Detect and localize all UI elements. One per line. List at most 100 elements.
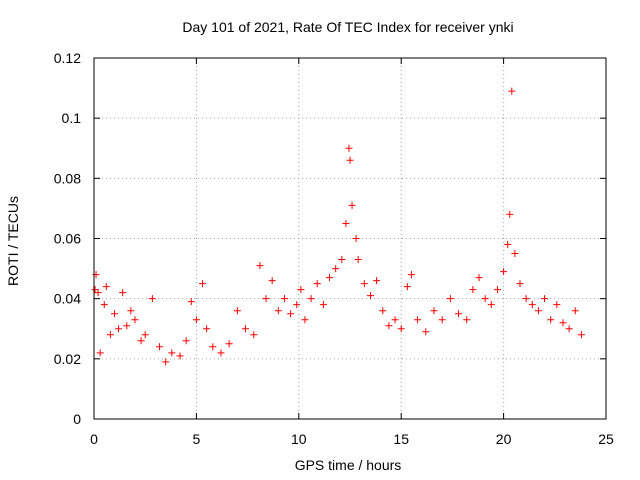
data-point <box>256 262 264 270</box>
y-tick-label: 0 <box>73 411 81 427</box>
data-point <box>332 265 340 273</box>
y-tick-label: 0.1 <box>62 110 82 126</box>
x-tick-label: 5 <box>193 431 201 447</box>
data-point <box>287 310 295 318</box>
data-point <box>203 325 211 333</box>
data-point <box>346 156 354 164</box>
x-tick-label: 20 <box>496 431 512 447</box>
x-axis-label: GPS time / hours <box>295 457 402 473</box>
x-tick-label: 25 <box>598 431 614 447</box>
data-point <box>438 316 446 324</box>
data-point <box>511 250 519 258</box>
data-point <box>297 286 305 294</box>
x-tick-label: 10 <box>291 431 307 447</box>
x-tick-label: 0 <box>90 431 98 447</box>
grid <box>94 58 606 419</box>
data-point <box>233 307 241 315</box>
data-point <box>522 295 530 303</box>
data-point <box>504 241 512 249</box>
data-point <box>553 301 561 309</box>
tick-labels: 0 5 10 15 20 25 0 0.02 0.04 0.06 0.08 0.1 0.12 <box>54 50 614 447</box>
data-point <box>559 319 567 327</box>
data-point <box>262 295 270 303</box>
data-point <box>100 301 108 309</box>
data-point <box>268 277 276 285</box>
data-point <box>162 358 170 366</box>
data-point <box>342 219 350 227</box>
data-point <box>403 283 411 291</box>
data-point <box>373 277 381 285</box>
data-point <box>500 268 508 276</box>
data-point <box>141 331 149 339</box>
data-point <box>528 301 536 309</box>
data-point <box>391 316 399 324</box>
data-point <box>366 292 374 300</box>
data-point <box>414 316 422 324</box>
data-point <box>463 316 471 324</box>
data-point <box>280 295 288 303</box>
data-point <box>506 210 514 218</box>
data-point <box>577 331 585 339</box>
data-point <box>493 286 501 294</box>
data-point <box>446 295 454 303</box>
data-point <box>379 307 387 315</box>
data-point <box>293 301 301 309</box>
data-point <box>91 286 99 294</box>
data-point <box>487 301 495 309</box>
data-point <box>242 325 250 333</box>
data-point <box>565 325 573 333</box>
data-point <box>209 343 217 351</box>
data-point <box>348 201 356 209</box>
data-point <box>352 235 360 242</box>
y-tick-label: 0.02 <box>54 351 81 367</box>
data-point <box>385 322 393 330</box>
data-point <box>455 310 463 318</box>
data-point <box>123 322 131 330</box>
data-point <box>547 316 555 324</box>
data-point <box>508 87 516 95</box>
data-point <box>148 295 156 303</box>
data-point <box>360 280 368 288</box>
data-point <box>250 331 258 339</box>
data-point <box>475 274 483 282</box>
data-point <box>137 337 145 345</box>
data-point <box>96 349 104 357</box>
data-point <box>168 349 176 357</box>
data-point <box>131 316 139 324</box>
data-point <box>338 256 346 264</box>
data-point <box>182 337 190 345</box>
data-point <box>516 280 524 288</box>
data-point <box>319 301 327 309</box>
data-point <box>407 271 415 279</box>
data-point <box>354 256 362 264</box>
data-point <box>192 316 200 324</box>
data-point <box>541 295 549 303</box>
data-points <box>91 87 585 366</box>
data-point <box>571 307 579 315</box>
data-point <box>274 307 282 315</box>
y-tick-label: 0.04 <box>54 291 81 307</box>
data-point <box>422 328 430 336</box>
data-point <box>127 307 135 315</box>
y-tick-label: 0.12 <box>54 50 81 66</box>
data-point <box>199 280 207 288</box>
y-axis-label: ROTI / TECUs <box>5 196 21 286</box>
data-point <box>430 307 438 315</box>
data-point <box>481 295 489 303</box>
data-point <box>115 325 123 333</box>
axis-ticks <box>93 57 607 420</box>
data-point <box>307 295 315 303</box>
chart-title: Day 101 of 2021, Rate Of TEC Index for r… <box>182 19 513 35</box>
data-point <box>469 286 477 294</box>
data-point <box>217 349 225 357</box>
data-point <box>176 352 184 360</box>
data-point <box>119 289 127 297</box>
data-point <box>110 310 118 318</box>
data-point <box>345 144 353 152</box>
data-point <box>225 340 233 348</box>
y-tick-label: 0.08 <box>54 170 81 186</box>
data-point <box>106 331 114 339</box>
data-point <box>534 307 542 315</box>
data-point <box>397 325 405 333</box>
